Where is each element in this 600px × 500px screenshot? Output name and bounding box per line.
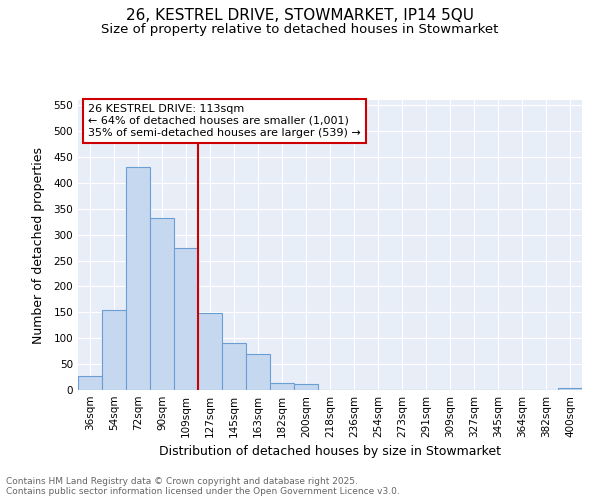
Bar [198, 314, 222, 390]
Bar [270, 384, 294, 390]
Bar [126, 168, 150, 390]
Text: Contains HM Land Registry data © Crown copyright and database right 2025.: Contains HM Land Registry data © Crown c… [6, 477, 358, 486]
Bar [558, 388, 582, 390]
Bar [150, 218, 174, 390]
Bar [294, 384, 318, 390]
Text: 26 KESTREL DRIVE: 113sqm
← 64% of detached houses are smaller (1,001)
35% of sem: 26 KESTREL DRIVE: 113sqm ← 64% of detach… [88, 104, 361, 138]
Y-axis label: Number of detached properties: Number of detached properties [32, 146, 45, 344]
Text: Size of property relative to detached houses in Stowmarket: Size of property relative to detached ho… [101, 22, 499, 36]
Text: Contains public sector information licensed under the Open Government Licence v3: Contains public sector information licen… [6, 487, 400, 496]
Bar [222, 344, 246, 390]
Text: 26, KESTREL DRIVE, STOWMARKET, IP14 5QU: 26, KESTREL DRIVE, STOWMARKET, IP14 5QU [126, 8, 474, 22]
X-axis label: Distribution of detached houses by size in Stowmarket: Distribution of detached houses by size … [159, 446, 501, 458]
Bar [78, 376, 102, 390]
Bar [246, 354, 270, 390]
Bar [174, 248, 198, 390]
Bar [102, 310, 126, 390]
